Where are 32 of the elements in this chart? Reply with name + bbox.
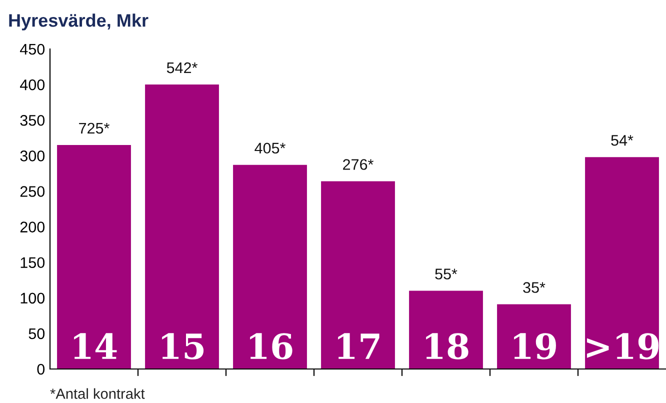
chart-title: Hyresvärde, Mkr: [9, 14, 148, 30]
y-tick-label: 250: [20, 186, 45, 197]
annotation: 54*: [611, 135, 634, 146]
y-tick-label: 350: [20, 114, 45, 126]
x-tick-label: 18: [426, 333, 468, 360]
bar: [233, 164, 307, 369]
y-tick-label: 50: [28, 328, 45, 340]
annotation: 276*: [343, 159, 374, 170]
y-tick-label: 400: [20, 79, 45, 90]
bar: [409, 290, 483, 369]
y-tick-label: 200: [20, 222, 45, 232]
annotation: 55*: [435, 268, 458, 280]
annotation: 35*: [523, 282, 546, 293]
bar: [57, 145, 131, 369]
y-tick-label: 150: [20, 257, 45, 268]
x-tick-label: 14: [74, 333, 117, 359]
y-tick-label: 100: [20, 292, 45, 304]
x-tick-label: 15: [162, 333, 204, 360]
bar: [145, 84, 219, 369]
x-tick-label: >19: [586, 333, 659, 360]
annotation: 542*: [166, 62, 198, 74]
bar: [585, 157, 659, 369]
annotation: 405*: [254, 142, 286, 154]
y-tick-label: 300: [20, 150, 45, 162]
text: *Antal kontrakt: [50, 388, 145, 399]
bar: [321, 181, 395, 369]
x-tick-label: 17: [338, 333, 380, 359]
y-tick-label: 0: [37, 364, 45, 375]
annotation: 725*: [79, 122, 110, 134]
x-tick-label: 19: [514, 333, 556, 360]
y-tick-label: 450: [20, 44, 45, 55]
x-tick-label: 16: [250, 333, 292, 360]
